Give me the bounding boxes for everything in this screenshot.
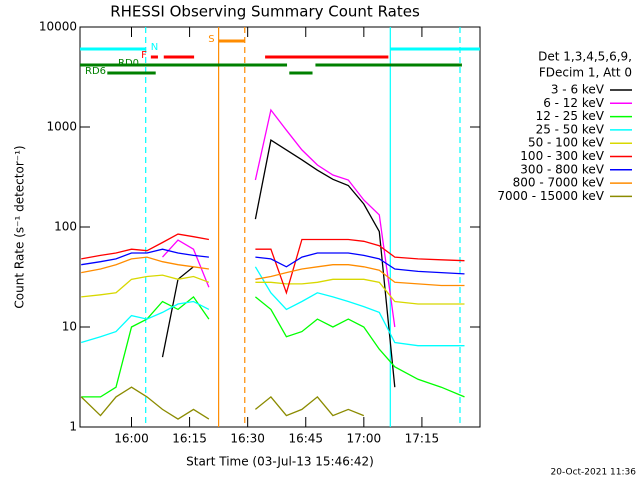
x-tick-label: 16:45 [288,432,323,446]
legend-label: 3 - 6 keV [551,83,605,97]
series-line [81,256,465,287]
series-line [81,248,465,275]
flag-label: N [151,42,158,53]
series-line [81,233,465,295]
x-tick-label: 16:15 [172,432,207,446]
timestamp: 20-Oct-2021 11:36 [551,468,637,478]
x-tick-label: 17:00 [347,432,382,446]
legend-label: 100 - 300 keV [520,149,604,163]
flag-label: RD0 [118,58,139,69]
series-line [81,266,465,347]
y-axis-label: Count Rate (s⁻¹ detector⁻¹) [13,145,27,308]
series-line [161,139,396,388]
series-line [81,295,465,398]
y-tick-label: 10 [62,320,77,334]
y-tick-label: 1 [69,420,77,434]
flag-label: F [141,50,147,61]
y-tick-label: 10000 [39,20,77,34]
x-axis-label: Start Time (03-Jul-13 15:46:42) [186,455,374,469]
chart-title: RHESSI Observing Summary Count Rates [110,3,420,21]
x-tick-label: 16:00 [114,432,149,446]
flag-label: S [208,34,214,45]
legend-label: 6 - 12 keV [543,96,605,110]
legend-label: 25 - 50 keV [536,122,605,136]
y-tick-label: 1000 [46,120,77,134]
legend-header: Det 1,3,4,5,6,9, [538,50,632,64]
series-line [81,274,465,305]
legend-label: 800 - 7000 keV [513,176,605,190]
series-line [162,108,396,328]
series-line [80,386,365,420]
x-tick-label: 16:30 [230,432,265,446]
legend-label: 7000 - 15000 keV [497,189,604,203]
flag-label: RD6 [85,66,106,77]
legend-header: FDecim 1, Att 0 [539,66,632,80]
plot-frame [79,26,481,428]
legend-label: 12 - 25 keV [536,109,605,123]
y-tick-label: 100 [54,220,77,234]
legend-label: 300 - 800 keV [520,162,604,176]
legend-label: 50 - 100 keV [528,136,605,150]
x-tick-label: 17:15 [405,432,440,446]
